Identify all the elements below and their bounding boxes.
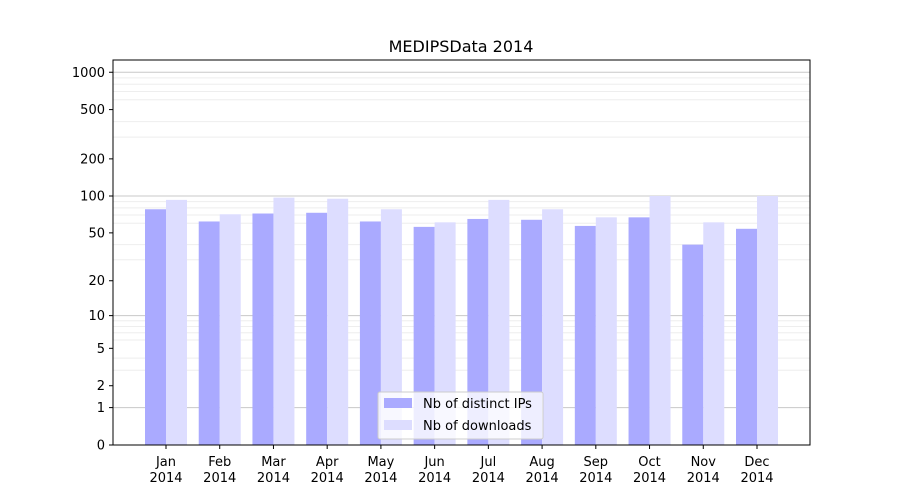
x-tick-label-month: Feb — [208, 455, 231, 470]
bar-distinct-ips — [682, 244, 704, 445]
x-tick-label-month: Sep — [584, 455, 609, 470]
y-tick-label: 200 — [80, 152, 105, 167]
x-tick-label-year: 2014 — [418, 471, 451, 486]
y-tick-label: 0 — [97, 439, 105, 454]
bar-distinct-ips — [521, 219, 543, 445]
x-tick-label-year: 2014 — [687, 471, 720, 486]
bar-distinct-ips — [467, 218, 489, 445]
y-tick-label: 100 — [80, 190, 105, 205]
bar-downloads — [542, 209, 564, 445]
y-tick-label: 10 — [88, 309, 105, 324]
bar-downloads — [327, 198, 349, 445]
bar-downloads — [273, 197, 295, 445]
y-tick-label: 2 — [97, 379, 105, 394]
bar-downloads — [488, 199, 510, 445]
x-tick-label-month: Apr — [316, 455, 339, 470]
legend-swatch-distinct-ips — [384, 398, 412, 408]
bar-distinct-ips — [574, 225, 596, 445]
x-tick-label-year: 2014 — [311, 471, 344, 486]
bars — [145, 196, 778, 445]
x-tick-label-month: Dec — [744, 455, 769, 470]
bar-distinct-ips — [736, 228, 757, 445]
bar-distinct-ips — [628, 217, 650, 445]
x-tick-label-month: Jun — [423, 455, 444, 470]
x-tick-label-month: Jan — [155, 455, 176, 470]
bar-downloads — [219, 214, 241, 445]
bar-downloads — [703, 222, 725, 445]
y-tick-label: 50 — [88, 226, 105, 241]
legend: Nb of distinct IPs Nb of downloads — [377, 391, 544, 440]
bar-downloads — [757, 196, 778, 445]
bar-downloads — [595, 217, 617, 445]
legend-label-downloads: Nb of downloads — [423, 419, 532, 434]
x-tick-label-month: Jul — [480, 455, 497, 470]
y-tick-label: 500 — [80, 103, 105, 118]
x-tick-label-year: 2014 — [364, 471, 397, 486]
x-tick-label-month: Nov — [691, 455, 717, 470]
legend-box — [377, 391, 544, 440]
y-tick-label: 5 — [97, 342, 105, 357]
bar-distinct-ips — [198, 221, 220, 445]
x-tick-label-year: 2014 — [203, 471, 236, 486]
x-tick-label-year: 2014 — [740, 471, 773, 486]
legend-label-distinct-ips: Nb of distinct IPs — [423, 397, 532, 412]
x-tick-label-month: Mar — [261, 455, 286, 470]
plot-frame — [112, 59, 811, 446]
legend-swatch-downloads — [384, 420, 412, 430]
bar-distinct-ips — [145, 209, 166, 445]
y-tick-label: 1000 — [72, 66, 105, 81]
x-tick-label-month: May — [367, 455, 394, 470]
bar-distinct-ips — [359, 221, 381, 445]
y-tick-label: 1 — [97, 401, 105, 416]
x-tick-label-month: Oct — [638, 455, 660, 470]
x-tick-label-year: 2014 — [579, 471, 612, 486]
chart-title: MEDIPSData 2014 — [389, 37, 534, 56]
bar-distinct-ips — [413, 226, 435, 445]
bar-distinct-ips — [306, 212, 328, 445]
x-tick-label-year: 2014 — [257, 471, 290, 486]
x-tick-label-year: 2014 — [149, 471, 182, 486]
bar-downloads — [649, 196, 671, 445]
bar-downloads — [380, 209, 402, 445]
bar-downloads — [166, 199, 187, 445]
x-tick-label-year: 2014 — [472, 471, 505, 486]
y-tick-label: 20 — [88, 274, 105, 289]
x-tick-label-month: Aug — [529, 455, 554, 470]
bar-distinct-ips — [252, 213, 274, 445]
x-axis: Jan2014Feb2014Mar2014Apr2014May2014Jun20… — [149, 445, 774, 486]
x-tick-label-year: 2014 — [633, 471, 666, 486]
bar-downloads — [434, 222, 456, 445]
x-tick-label-year: 2014 — [526, 471, 559, 486]
y-axis: 0 1 2 5 10 20 50 100 200 500 1000 — [72, 66, 113, 454]
